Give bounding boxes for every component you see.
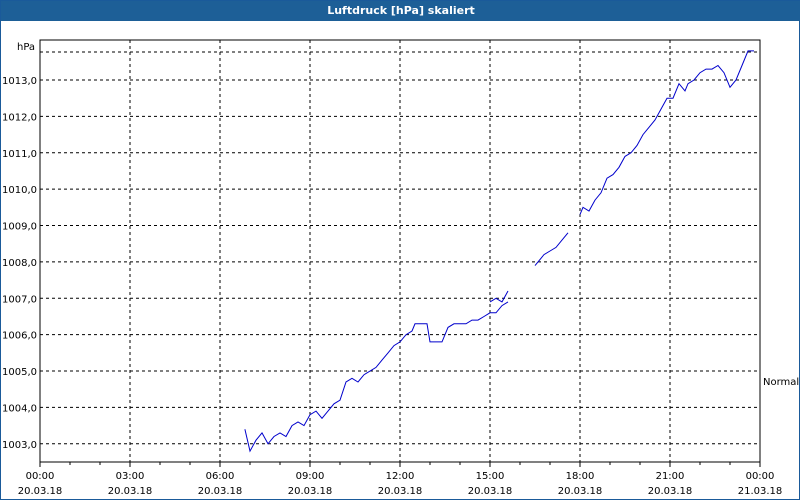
x-tick-time: 15:00 (476, 471, 505, 482)
x-tick-time: 12:00 (386, 471, 415, 482)
chart-title: Luftdruck [hPa] skaliert (1, 1, 800, 21)
series-line (244, 301, 509, 453)
x-tick-time: 06:00 (206, 471, 235, 482)
y-tick-label: 1009,0 (2, 222, 37, 233)
x-tick-date: 20.03.18 (198, 486, 243, 497)
y-axis-label: hPa (17, 42, 35, 53)
y-tick-label: 1013,0 (2, 76, 37, 87)
series-line (534, 232, 569, 266)
x-tick-time: 03:00 (116, 471, 145, 482)
plot-border (39, 39, 761, 463)
normal-label: Normal (763, 377, 799, 388)
x-tick-date: 20.03.18 (288, 486, 333, 497)
y-tick-label: 1004,0 (2, 403, 37, 414)
x-tick-time: 18:00 (566, 471, 595, 482)
grid-lines (40, 40, 760, 462)
y-tick-label: 1011,0 (2, 149, 37, 160)
y-tick-label: 1006,0 (2, 331, 37, 342)
series-line (489, 290, 509, 303)
pressure-series (244, 50, 754, 453)
x-tick-date: 21.03.18 (738, 486, 783, 497)
x-tick-time: 09:00 (296, 471, 325, 482)
series-line (579, 50, 754, 215)
x-tick-time: 21:00 (656, 471, 685, 482)
x-tick-time: 00:00 (26, 471, 55, 482)
y-tick-label: 1010,0 (2, 185, 37, 196)
y-tick-label: 1005,0 (2, 367, 37, 378)
x-tick-date: 20.03.18 (378, 486, 423, 497)
y-tick-label: 1007,0 (2, 294, 37, 305)
x-tick-date: 20.03.18 (468, 486, 513, 497)
x-tick-date: 20.03.18 (108, 486, 153, 497)
y-tick-label: 1003,0 (2, 440, 37, 451)
y-axis-ticks: 1003,0 1004,0 1005,0 1006,0 1007,0 1008,0 1009… (2, 76, 37, 451)
x-tick-time: 00:00 (746, 471, 775, 482)
x-axis-ticks: 00:00 20.03.18 03:00 20.03.18 06:00 20.03.18 0… (18, 462, 783, 497)
x-tick-date: 20.03.18 (558, 486, 603, 497)
y-tick-label: 1008,0 (2, 258, 37, 269)
y-tick-label: 1012,0 (2, 112, 37, 123)
x-tick-date: 20.03.18 (18, 486, 63, 497)
x-tick-date: 20.03.18 (648, 486, 693, 497)
